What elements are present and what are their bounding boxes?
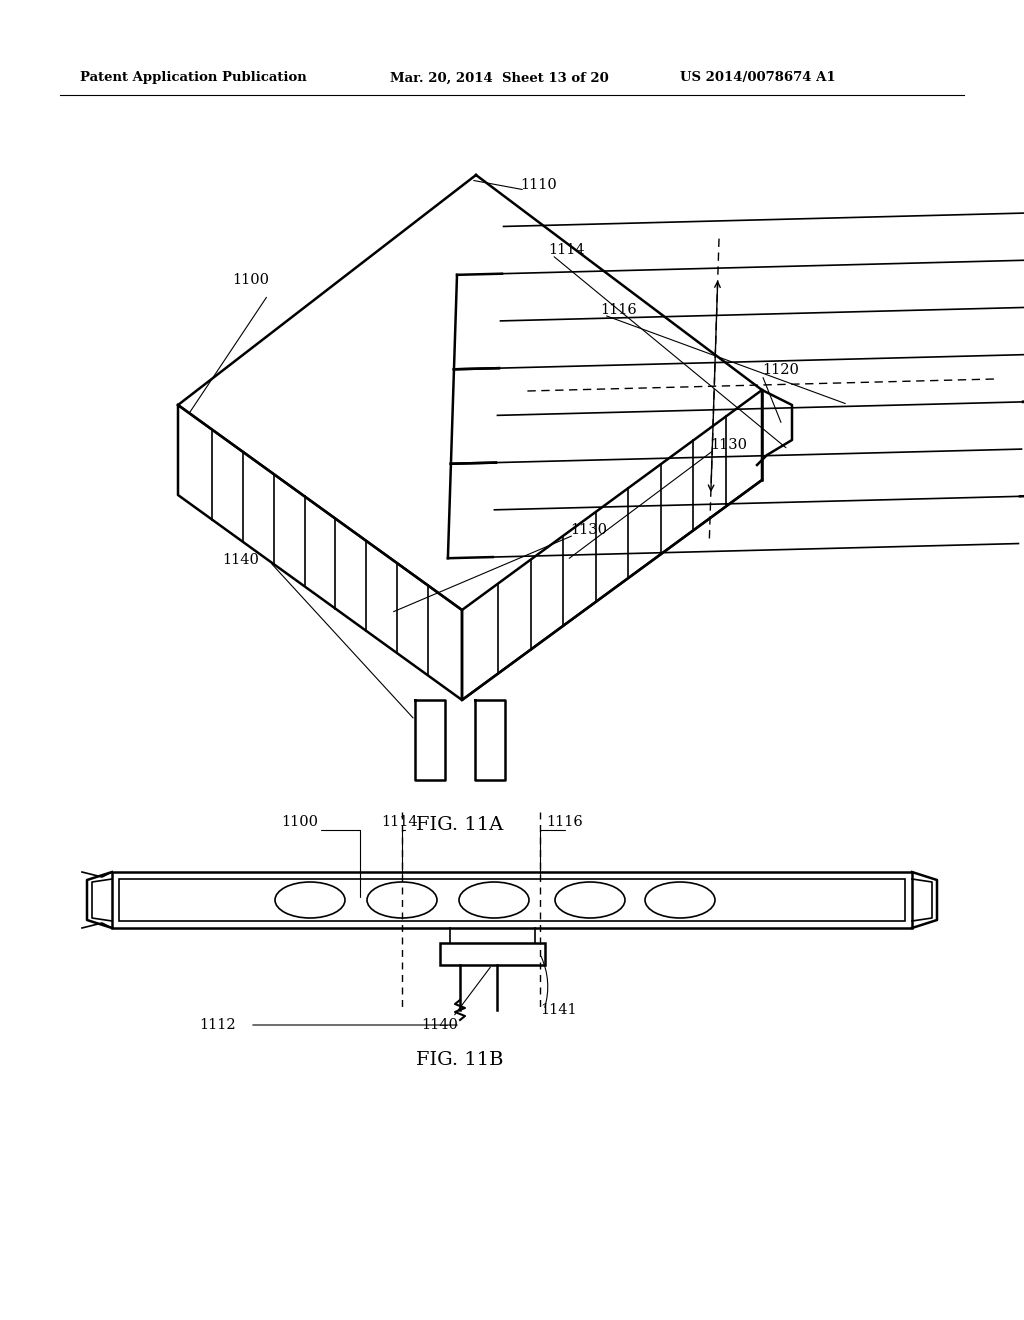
Text: 1112: 1112 xyxy=(200,1018,237,1032)
Ellipse shape xyxy=(459,882,529,917)
Text: Mar. 20, 2014  Sheet 13 of 20: Mar. 20, 2014 Sheet 13 of 20 xyxy=(390,71,608,84)
Text: 1100: 1100 xyxy=(282,814,318,829)
Ellipse shape xyxy=(367,882,437,917)
Text: 1116: 1116 xyxy=(600,304,637,317)
Text: 1130: 1130 xyxy=(570,523,607,537)
Text: 1100: 1100 xyxy=(232,273,269,286)
Text: 1120: 1120 xyxy=(762,363,799,378)
Text: 1114: 1114 xyxy=(548,243,585,257)
Ellipse shape xyxy=(645,882,715,917)
Text: 1110: 1110 xyxy=(520,178,557,191)
Text: FIG. 11A: FIG. 11A xyxy=(417,816,504,834)
Text: 1140: 1140 xyxy=(422,1018,459,1032)
Text: 1141: 1141 xyxy=(540,1003,577,1016)
Text: 1130: 1130 xyxy=(710,438,746,451)
Ellipse shape xyxy=(555,882,625,917)
Ellipse shape xyxy=(275,882,345,917)
Text: 1114: 1114 xyxy=(382,814,419,829)
Text: 1116: 1116 xyxy=(547,814,584,829)
Bar xyxy=(119,879,905,921)
Text: 1140: 1140 xyxy=(222,553,259,568)
Bar xyxy=(440,942,545,965)
Text: FIG. 11B: FIG. 11B xyxy=(416,1051,504,1069)
Bar xyxy=(112,873,912,928)
Text: US 2014/0078674 A1: US 2014/0078674 A1 xyxy=(680,71,836,84)
Text: Patent Application Publication: Patent Application Publication xyxy=(80,71,307,84)
